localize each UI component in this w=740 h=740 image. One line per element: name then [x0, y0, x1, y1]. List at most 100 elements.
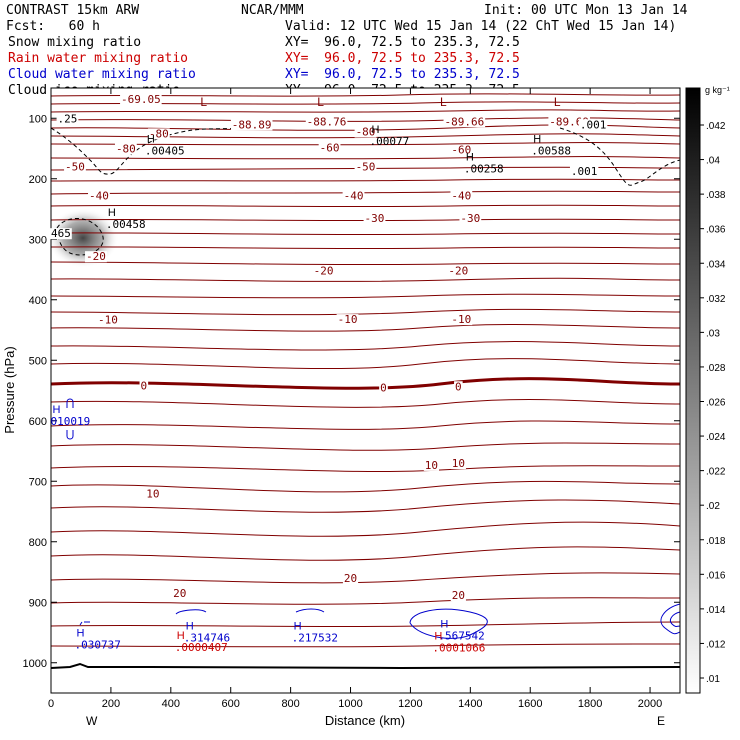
- x-tick-label: 800: [281, 698, 299, 710]
- high-value-label: .567542: [438, 630, 484, 643]
- temperature-contour-label: -60: [451, 144, 471, 157]
- high-value-label: .217532: [292, 631, 338, 644]
- colorbar-tick-label: .038: [706, 190, 726, 201]
- x-tick-label: 1200: [398, 698, 422, 710]
- y-tick-label: 900: [29, 597, 47, 609]
- field-rain-xy: XY= 96.0, 72.5 to 235.3, 72.5: [285, 51, 520, 66]
- high-value-label: .00588: [531, 144, 571, 157]
- x-tick-label: 400: [162, 698, 180, 710]
- temperature-contour-label: 10: [146, 487, 159, 500]
- high-marker: H: [76, 628, 84, 640]
- high-value-label: .00458: [106, 218, 146, 231]
- colorbar-tick-label: .022: [706, 467, 726, 478]
- cloud-ice-contour-label-bg: [569, 165, 599, 177]
- low-marker: L: [200, 95, 207, 109]
- high-value-label: .0000407: [175, 641, 228, 654]
- temperature-contour-label: -80: [149, 127, 169, 140]
- y-tick-label: 600: [29, 416, 47, 428]
- temperature-contour-label: 20: [452, 589, 465, 602]
- temperature-contour-label-bg: [443, 116, 486, 128]
- temperature-contour-label-bg: [97, 314, 119, 326]
- high-marker: H: [186, 620, 194, 632]
- temperature-contour-label: -60: [320, 141, 340, 154]
- init-time: Init: 00 UTC Mon 13 Jan 14: [484, 3, 688, 18]
- colorbar-tick-label: .02: [706, 501, 720, 512]
- temperature-contour-label-bg: [354, 126, 377, 138]
- colorbar-tick-label: .032: [706, 294, 726, 305]
- temperature-contour-label: -10: [451, 313, 471, 326]
- colorbar-tick-label: .024: [706, 432, 726, 443]
- colorbar-tick-label: .042: [706, 121, 726, 132]
- temperature-contour-label-bg: [318, 142, 341, 154]
- temperature-contour-label-bg: [88, 190, 110, 202]
- y-tick-label: 500: [29, 355, 47, 367]
- temperature-contour-label: -40: [451, 190, 471, 203]
- colorbar-tick-label: .03: [706, 328, 720, 339]
- temperature-contour-label-bg: [354, 161, 377, 173]
- plot-area: [51, 88, 680, 693]
- temperature-contour-label: 10: [425, 459, 438, 472]
- temperature-contour-label-bg: [139, 380, 149, 392]
- temperature-contour-label: 20: [344, 572, 357, 585]
- temperature-contour-label: -40: [344, 190, 364, 203]
- colorbar-tick-label: .01: [706, 674, 720, 685]
- cloud-water-contours: [66, 398, 680, 639]
- x-tick-label: 600: [222, 698, 240, 710]
- temperature-contour-label-bg: [336, 314, 359, 326]
- temperature-contour-label-bg: [147, 128, 170, 140]
- colorbar-tick-label: .036: [706, 225, 726, 236]
- colorbar-tick-label: .026: [706, 398, 726, 409]
- model-title: CONTRAST 15km ARW: [6, 3, 139, 18]
- x-tick-label: 1000: [338, 698, 362, 710]
- organization: NCAR/MMM: [241, 3, 304, 18]
- low-marker: L: [554, 95, 561, 109]
- high-value-label: .030737: [74, 639, 120, 652]
- y-axis-title: Pressure (hPa): [2, 346, 17, 433]
- temperature-contour-label-bg: [450, 144, 473, 156]
- x-tick-label: 0: [48, 698, 54, 710]
- temperature-contour-label: -50: [356, 161, 376, 174]
- y-tick-label: 1000: [23, 658, 47, 670]
- high-marker: H: [52, 404, 60, 416]
- temperature-contour-label: 0: [141, 380, 148, 393]
- cloud-ice-contour-label-bg: [56, 113, 79, 125]
- temperature-contour-label: -30: [460, 212, 480, 225]
- field-cloudwater-xy: XY= 96.0, 72.5 to 235.3, 72.5: [285, 67, 520, 82]
- temperature-contour-label: -80: [356, 126, 376, 139]
- field-snow-xy: XY= 96.0, 72.5 to 235.3, 72.5: [285, 35, 520, 50]
- temperature-contour-label-bg: [450, 589, 466, 601]
- temperature-contour-label: -69.05: [121, 93, 161, 106]
- temperature-contour-label-bg: [342, 573, 359, 585]
- colorbar-gradient: [685, 87, 701, 694]
- field-rain-name: Rain water mixing ratio: [8, 51, 188, 66]
- temperature-contour-label: -10: [98, 314, 118, 327]
- high-marker: H: [434, 631, 442, 643]
- colorbar-tick-label: .016: [706, 570, 726, 581]
- cloud-ice-contours: [51, 127, 680, 256]
- high-value-label: .00077: [369, 135, 409, 148]
- temperature-contour-label: -20: [314, 265, 334, 278]
- colorbar-ticks: .042 .04 .038 .036 .034 .032 .03 .028 .026 .024 .0…: [700, 121, 726, 685]
- field-snow-name: Snow mixing ratio: [8, 35, 141, 50]
- field-cloudwater-name: Cloud water mixing ratio: [8, 67, 196, 82]
- temperature-contour-label-bg: [172, 588, 188, 600]
- high-marker: H: [177, 630, 185, 642]
- high-marker: H: [440, 619, 448, 631]
- x-axis: 0 200 400 600 800 1000 1200 1400 1600 1800 2000: [48, 88, 662, 710]
- temperature-contour-label-bg: [145, 488, 161, 500]
- colorbar-tick-label: .034: [706, 259, 726, 270]
- high-value-label: .0001066: [432, 642, 485, 655]
- temperature-contour-label: -20: [86, 250, 106, 263]
- colorbar-unit: g kg⁻¹: [705, 85, 730, 95]
- temperature-contour-label-bg: [447, 265, 470, 277]
- edge-value-label: 465: [51, 227, 71, 240]
- high-marker: H: [371, 124, 379, 136]
- temperature-contour-label-bg: [230, 119, 273, 131]
- low-marker: L: [440, 95, 447, 109]
- high-marker: H: [466, 151, 474, 163]
- high-marker: H: [108, 207, 116, 219]
- temperature-contour-label-bg: [64, 161, 86, 173]
- temperature-contour-label: 0: [380, 381, 387, 394]
- cloud-ice-contour-label: .25: [58, 112, 78, 125]
